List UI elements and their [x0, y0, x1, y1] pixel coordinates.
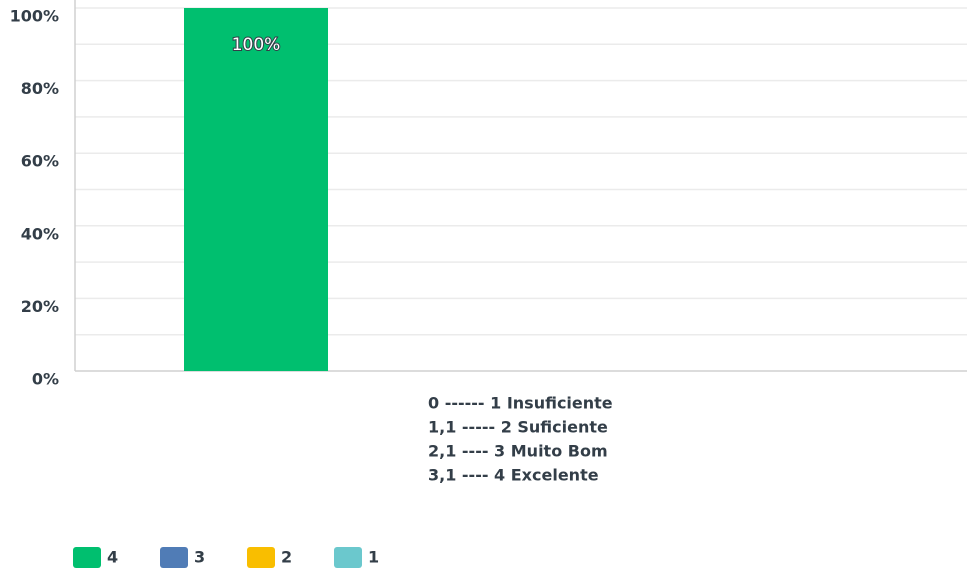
y-tick-label: 20%: [21, 297, 59, 316]
legend-label: 3: [194, 548, 205, 567]
y-tick-label: 100%: [10, 7, 59, 26]
legend-label: 2: [281, 548, 292, 567]
y-tick-label: 80%: [21, 79, 59, 98]
y-tick-label: 0%: [32, 370, 59, 389]
legend-label: 1: [368, 548, 379, 567]
legend-swatch: [334, 547, 362, 568]
x-tick-label: 3,1 ---- 4 Excelente: [428, 466, 599, 485]
x-tick-label: 0 ------ 1 Insuficiente: [428, 394, 613, 413]
x-tick-label: 2,1 ---- 3 Muito Bom: [428, 442, 608, 461]
x-tick-label: 1,1 ----- 2 Suficiente: [428, 418, 608, 437]
value-label: 100%: [232, 35, 281, 55]
legend-swatch: [73, 547, 101, 568]
bar: [184, 8, 328, 371]
legend-swatch: [160, 547, 188, 568]
y-tick-label: 40%: [21, 224, 59, 243]
legend-swatch: [247, 547, 275, 568]
y-tick-label: 60%: [21, 152, 59, 171]
legend-label: 4: [107, 548, 118, 567]
